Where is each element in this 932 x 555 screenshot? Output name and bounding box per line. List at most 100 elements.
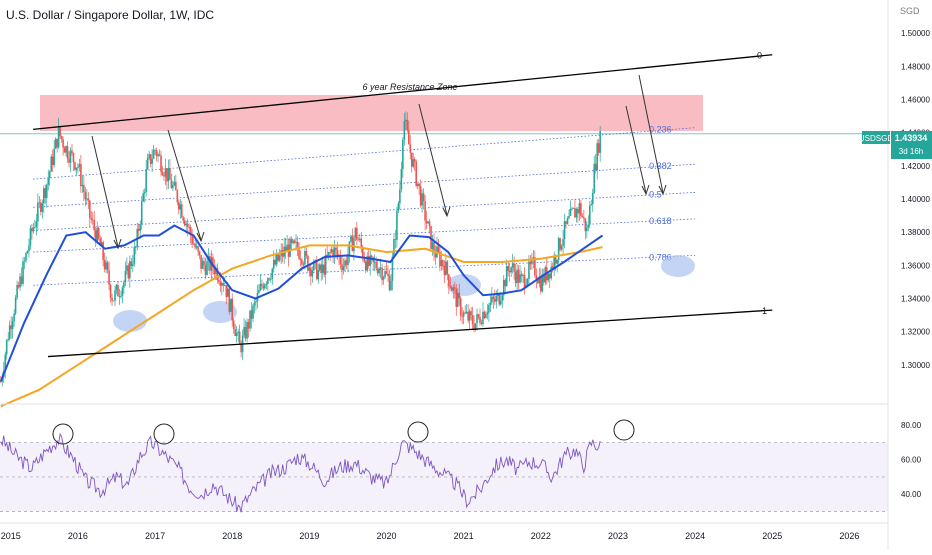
candle-body [317,270,320,280]
candle-body [464,312,466,314]
candle-body [591,193,594,205]
candle-body [277,254,280,261]
arrow-layer [91,74,667,250]
candle-body [453,287,456,289]
candle-body [228,288,231,312]
candle-body [462,312,465,317]
candle-body [40,202,42,212]
candle-body [188,227,190,228]
candle-body [315,260,318,280]
candle-body [204,265,207,275]
rsi-peak-circle [613,419,635,441]
candle-body [140,201,143,225]
candle-body [47,178,50,185]
candle-body [238,331,241,344]
candle-body [488,305,490,313]
candle-body [439,252,441,266]
x-tick-label: 2018 [222,531,242,541]
candle-body [143,192,146,194]
candle-body [275,254,278,265]
candle-body [366,256,369,271]
candle-body [351,236,354,252]
candle-body [318,264,321,271]
candle-body [523,274,526,288]
candle-body [394,239,397,240]
candle-body [361,247,364,258]
candle-body [529,261,532,265]
candle-body [28,245,30,252]
x-tick-label: 2021 [454,531,474,541]
candle-body [103,259,106,270]
candle-body [486,312,489,315]
candle-body [301,259,303,265]
candle-body [566,218,569,224]
candle-body [455,288,458,308]
candle-body [68,158,70,163]
candle-body [514,271,517,284]
candle-body [499,300,502,305]
price-badge [891,131,932,159]
candle-body [160,155,162,172]
candle-body [519,274,521,283]
candle-body [243,327,245,336]
candle-body [599,131,601,153]
candle-body [467,311,469,321]
candle-body [473,324,475,330]
candle-body [335,247,337,251]
candle-body [410,152,413,167]
candle-body [180,204,183,218]
candle-body [440,260,443,266]
candle-body [108,270,110,285]
candle-body [255,301,257,303]
candle-body [492,296,495,300]
candle-body [45,184,48,198]
rsi-peak-circle [52,423,74,445]
candle-body [510,267,512,273]
y-tick-label: 1.36000 [901,261,930,270]
candle-body [513,263,515,272]
candle-body [129,261,131,279]
candle-body [97,227,100,239]
candle-body [407,130,410,145]
candle-body [54,138,57,149]
candle-body [198,251,201,256]
candle-body [330,249,333,253]
candle-body [221,283,223,286]
candle-body [501,295,504,301]
ma-layer [0,224,604,408]
candle-body [586,227,588,232]
candle-body [507,266,509,271]
candle-body [321,264,324,273]
candle-body [367,256,370,266]
candle-body [0,381,2,383]
x-tick-label: 2022 [531,531,551,541]
candle-body [511,263,514,268]
candle-body [111,297,113,301]
candle-body [169,168,171,180]
candle-body [593,163,596,194]
channel-upper-line [33,54,773,130]
candle-body [409,144,412,153]
candle-body [504,279,507,287]
candle-body [5,340,8,355]
candle-body [345,260,348,266]
candle-body [292,240,294,244]
candle-body [571,208,573,210]
candle-body [505,266,508,287]
y-tick-label: 1.50000 [901,29,930,38]
candle-body [541,274,544,292]
candle-body [213,267,216,275]
candle-body [323,264,326,275]
candle-body [390,280,392,291]
candle-body [29,228,32,246]
candle-body [494,299,496,302]
candle-body [253,302,256,306]
x-tick-label: 2023 [608,531,628,541]
ma-orange-line [0,244,603,408]
candle-body [201,260,204,269]
candle-body [532,257,535,259]
candle-body [105,262,107,270]
resistance-zone-label: 6 year Resistance Zone [362,82,457,92]
candle-body [102,242,104,260]
candle-body [332,249,334,257]
